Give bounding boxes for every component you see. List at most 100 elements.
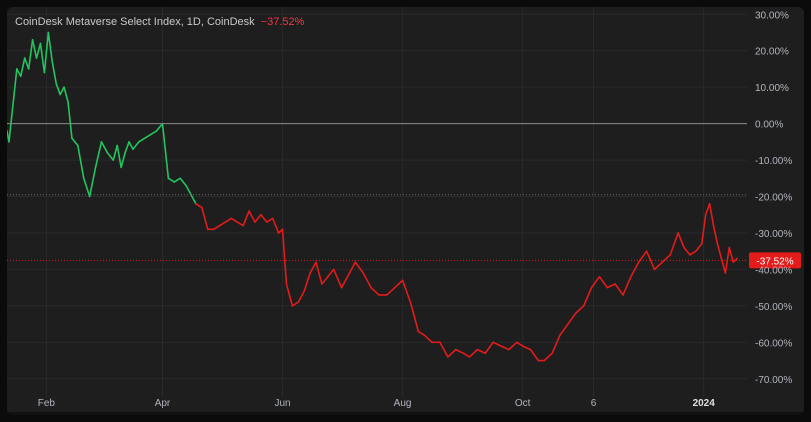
series-segment <box>521 345 532 351</box>
series-segment <box>500 345 510 351</box>
y-tick-label: -30.00% <box>755 229 792 240</box>
series-segment <box>543 352 553 362</box>
series-segment <box>326 268 335 278</box>
series-segment <box>622 275 632 296</box>
series-segment <box>47 31 54 63</box>
series-segment <box>386 286 396 296</box>
series-segment <box>63 86 69 103</box>
chart-panel: -37.52% 30.00% 20.00% 10.00% 0.00% -10.00% -2… <box>7 7 804 415</box>
series-segment <box>346 261 357 278</box>
series-segment <box>260 213 268 223</box>
series-segment <box>254 213 262 223</box>
series-segment <box>462 352 471 358</box>
series-segment <box>417 330 426 336</box>
series-segment <box>35 42 42 59</box>
series-segment <box>19 57 26 78</box>
x-tick-label: Jun <box>274 398 290 409</box>
y-tick-label: 0.00% <box>755 120 783 131</box>
series-segment <box>340 275 349 289</box>
series-segment <box>454 348 465 355</box>
series-segment <box>31 39 38 59</box>
series-segment <box>155 122 164 132</box>
series-segment <box>716 243 723 260</box>
series-segment <box>669 232 679 256</box>
series-segment <box>12 68 18 107</box>
series-segment <box>468 348 479 358</box>
series-segment <box>401 279 412 304</box>
series-segment <box>138 137 146 143</box>
series-segment <box>630 261 640 278</box>
series-segment <box>43 31 50 74</box>
series-segment <box>447 348 457 358</box>
series-segment <box>100 141 109 154</box>
series-segment <box>201 206 209 231</box>
series-segment <box>574 305 585 314</box>
series-segment <box>124 141 130 154</box>
series-segment <box>120 151 126 169</box>
series-segment <box>195 203 203 209</box>
series-segment <box>106 151 115 161</box>
series-segment <box>242 210 250 227</box>
series-segment <box>16 68 22 78</box>
last-value-badge <box>749 252 801 269</box>
grid-layer <box>7 7 747 397</box>
series-segment <box>567 312 577 325</box>
series-segment <box>529 348 540 362</box>
series-segment <box>59 86 65 96</box>
series-segment <box>77 144 85 180</box>
series-segment <box>590 275 601 289</box>
series-segment <box>559 323 569 336</box>
y-tick-label: -10.00% <box>755 156 792 167</box>
series-segment <box>409 301 420 333</box>
series-segment <box>332 268 343 289</box>
series-segment <box>423 334 433 344</box>
series-segment <box>677 232 685 249</box>
series-segment <box>271 217 280 234</box>
series-segment <box>683 246 691 256</box>
y-tick-label: -20.00% <box>755 193 792 204</box>
series-segment <box>149 130 158 136</box>
x-tick-label: 2024 <box>693 398 716 409</box>
series-segment <box>354 261 365 274</box>
series-segment <box>606 283 616 289</box>
y-tick-label: -50.00% <box>755 302 792 313</box>
series-segment <box>484 341 494 355</box>
y-tick-label: 10.00% <box>755 83 789 94</box>
series-segment <box>712 224 719 245</box>
series-segment <box>476 348 487 355</box>
series-segment <box>55 82 61 96</box>
y-tick-label: 30.00% <box>755 10 789 21</box>
y-tick-label: -60.00% <box>755 338 792 349</box>
series-segment <box>132 141 140 150</box>
series-segment <box>291 301 300 307</box>
series-segment <box>695 243 703 253</box>
series-segment <box>143 133 152 140</box>
series-segment <box>265 217 274 223</box>
series-segment <box>309 261 317 274</box>
series-segment <box>700 213 707 245</box>
series-segment <box>236 221 244 227</box>
series-segment <box>297 290 305 304</box>
series-segment <box>67 100 73 140</box>
series-segment <box>704 203 711 216</box>
y-tick-label: -70.00% <box>755 375 792 386</box>
series-segment <box>88 166 97 198</box>
series-segment <box>708 203 715 227</box>
x-tick-label: Feb <box>38 398 56 409</box>
series-segment <box>321 275 329 285</box>
series-segment <box>614 283 624 296</box>
series-segment <box>161 122 170 180</box>
series-segment <box>637 250 648 263</box>
series-segment <box>39 42 46 74</box>
series-segment <box>732 257 738 263</box>
series-segment <box>508 341 518 351</box>
series-segment <box>224 217 233 223</box>
y-tick-label: -40.00% <box>755 265 792 276</box>
series-segment <box>51 60 58 85</box>
chart-title: CoinDesk Metaverse Select Index, 1D, Coi… <box>15 16 255 28</box>
series-segment <box>653 261 664 271</box>
series-segment <box>248 210 256 223</box>
series-segment <box>393 279 404 289</box>
y-tick-label: 20.00% <box>755 47 789 58</box>
series-segment <box>23 57 30 70</box>
